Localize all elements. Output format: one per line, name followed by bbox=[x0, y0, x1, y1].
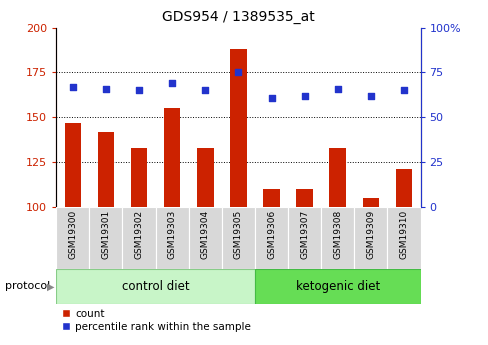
Bar bbox=[386, 207, 420, 269]
Bar bbox=[230, 49, 246, 207]
Bar bbox=[395, 169, 411, 207]
Text: GSM19310: GSM19310 bbox=[399, 210, 407, 259]
Text: GSM19303: GSM19303 bbox=[167, 210, 176, 259]
Text: protocol: protocol bbox=[5, 282, 50, 291]
Text: GSM19300: GSM19300 bbox=[68, 210, 77, 259]
Bar bbox=[254, 269, 420, 304]
Point bbox=[267, 95, 275, 100]
Bar bbox=[130, 148, 147, 207]
Bar bbox=[263, 189, 279, 207]
Text: GSM19308: GSM19308 bbox=[332, 210, 342, 259]
Bar bbox=[197, 148, 213, 207]
Point bbox=[135, 88, 142, 93]
Bar bbox=[222, 207, 254, 269]
Text: GSM19301: GSM19301 bbox=[101, 210, 110, 259]
Bar bbox=[64, 123, 81, 207]
Text: GSM19306: GSM19306 bbox=[266, 210, 275, 259]
Bar bbox=[254, 207, 287, 269]
Text: GSM19304: GSM19304 bbox=[201, 210, 209, 259]
Bar bbox=[188, 207, 222, 269]
Point bbox=[399, 88, 407, 93]
Legend: count, percentile rank within the sample: count, percentile rank within the sample bbox=[61, 309, 250, 332]
Bar bbox=[362, 198, 378, 207]
Point bbox=[201, 88, 209, 93]
Bar bbox=[122, 207, 155, 269]
Title: GDS954 / 1389535_at: GDS954 / 1389535_at bbox=[162, 10, 314, 24]
Bar bbox=[287, 207, 321, 269]
Point bbox=[333, 86, 341, 91]
Bar bbox=[155, 207, 188, 269]
Point bbox=[168, 80, 176, 86]
Bar bbox=[56, 269, 254, 304]
Bar bbox=[321, 207, 354, 269]
Bar bbox=[98, 132, 114, 207]
Point bbox=[234, 70, 242, 75]
Point bbox=[366, 93, 374, 99]
Point bbox=[102, 86, 110, 91]
Bar bbox=[296, 189, 312, 207]
Point bbox=[69, 84, 77, 90]
Bar bbox=[89, 207, 122, 269]
Text: GSM19302: GSM19302 bbox=[134, 210, 143, 259]
Point bbox=[300, 93, 308, 99]
Bar bbox=[329, 148, 346, 207]
Bar bbox=[163, 108, 180, 207]
Text: GSM19309: GSM19309 bbox=[366, 210, 375, 259]
Text: GSM19305: GSM19305 bbox=[233, 210, 243, 259]
Text: ▶: ▶ bbox=[47, 282, 54, 291]
Text: ketogenic diet: ketogenic diet bbox=[295, 280, 379, 293]
Bar bbox=[56, 207, 89, 269]
Text: GSM19307: GSM19307 bbox=[300, 210, 308, 259]
Text: control diet: control diet bbox=[122, 280, 189, 293]
Bar bbox=[354, 207, 386, 269]
